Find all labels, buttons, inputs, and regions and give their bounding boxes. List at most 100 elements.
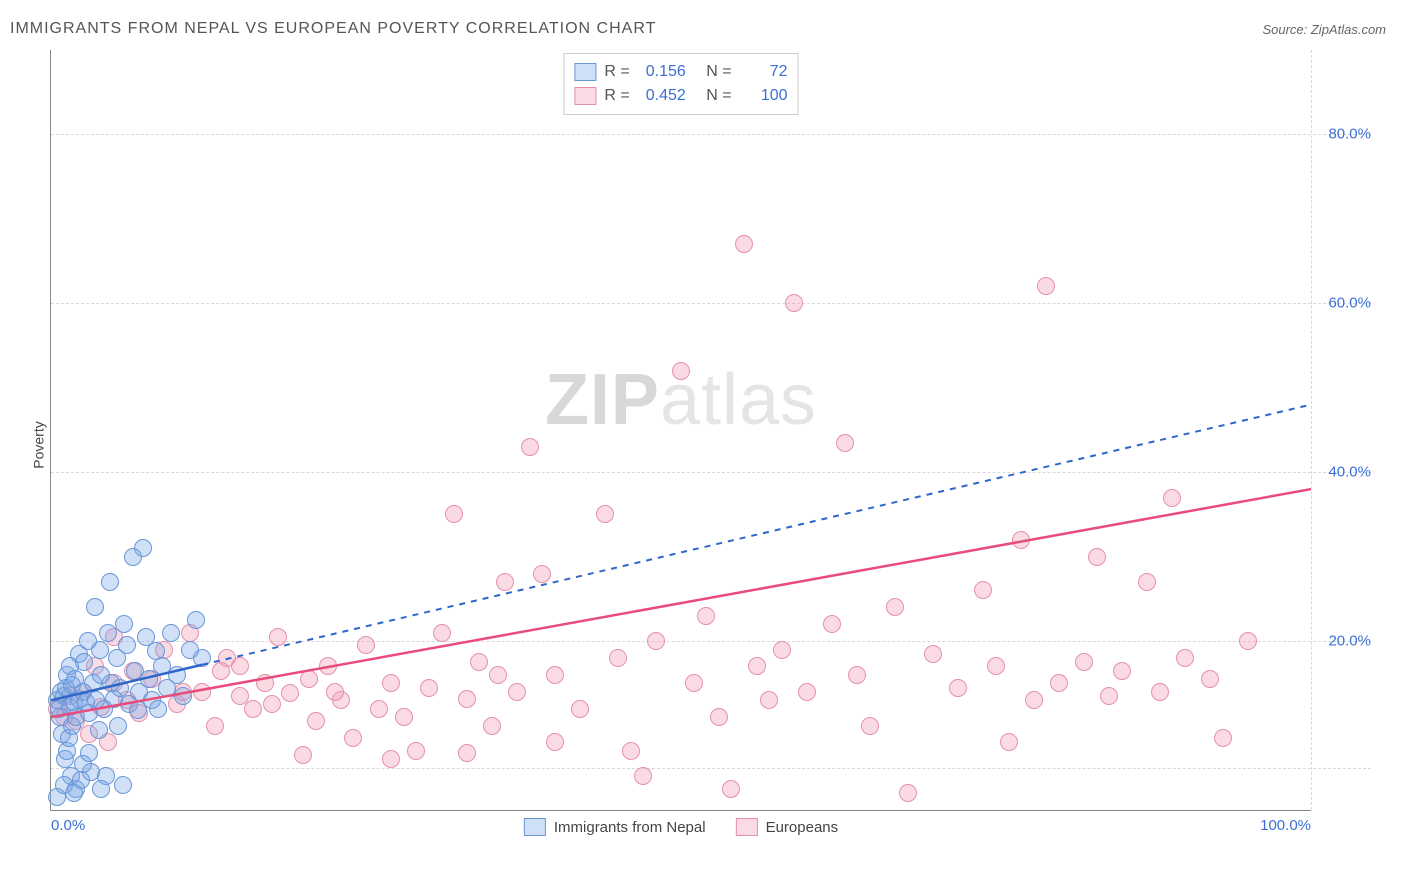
data-point (1012, 531, 1030, 549)
data-point (836, 434, 854, 452)
data-point (263, 695, 281, 713)
data-point (174, 687, 192, 705)
data-point (118, 636, 136, 654)
legend-item-1: Immigrants from Nepal (524, 818, 706, 836)
data-point (785, 294, 803, 312)
data-point (1075, 653, 1093, 671)
data-point (193, 649, 211, 667)
data-point (748, 657, 766, 675)
data-point (1088, 548, 1106, 566)
data-point (319, 657, 337, 675)
data-point (92, 780, 110, 798)
data-point (357, 636, 375, 654)
data-point (445, 505, 463, 523)
legend-swatch-1 (524, 818, 546, 836)
data-point (1000, 733, 1018, 751)
data-point (798, 683, 816, 701)
data-point (458, 690, 476, 708)
data-point (546, 733, 564, 751)
data-point (162, 624, 180, 642)
y-tick-label: 60.0% (1316, 295, 1371, 312)
data-point (433, 624, 451, 642)
legend-label-2: Europeans (766, 819, 839, 836)
gridline-v-right (1311, 50, 1312, 810)
data-point (134, 539, 152, 557)
legend-item-2: Europeans (736, 818, 839, 836)
data-point (634, 767, 652, 785)
stats-legend-box: R = 0.156 N = 72 R = 0.452 N = 100 (563, 53, 798, 115)
data-point (370, 700, 388, 718)
r-value-1: 0.156 (638, 60, 686, 84)
data-point (697, 607, 715, 625)
x-tick-label: 100.0% (1260, 817, 1311, 834)
source-attribution: Source: ZipAtlas.com (1262, 22, 1386, 37)
data-point (848, 666, 866, 684)
data-point (86, 598, 104, 616)
data-point (571, 700, 589, 718)
data-point (470, 653, 488, 671)
data-point (685, 674, 703, 692)
data-point (1025, 691, 1043, 709)
data-point (231, 657, 249, 675)
data-point (1176, 649, 1194, 667)
data-point (496, 573, 514, 591)
data-point (114, 776, 132, 794)
data-point (622, 742, 640, 760)
data-point (521, 438, 539, 456)
n-value-1: 72 (740, 60, 788, 84)
data-point (1239, 632, 1257, 650)
data-point (1163, 489, 1181, 507)
x-tick-label: 0.0% (51, 817, 85, 834)
data-point (109, 717, 127, 735)
chart-frame: Poverty ZIPatlas R = 0.156 N = 72 R = 0.… (50, 50, 1390, 840)
data-point (823, 615, 841, 633)
data-point (206, 717, 224, 735)
data-point (193, 683, 211, 701)
data-point (65, 784, 83, 802)
data-point (735, 235, 753, 253)
data-point (101, 573, 119, 591)
data-point (458, 744, 476, 762)
data-point (546, 666, 564, 684)
data-point (281, 684, 299, 702)
data-point (294, 746, 312, 764)
data-point (1113, 662, 1131, 680)
data-point (924, 645, 942, 663)
data-point (269, 628, 287, 646)
data-point (420, 679, 438, 697)
data-point (949, 679, 967, 697)
data-point (899, 784, 917, 802)
plot-area: ZIPatlas R = 0.156 N = 72 R = 0.452 N = (50, 50, 1311, 811)
data-point (596, 505, 614, 523)
y-tick-label: 40.0% (1316, 464, 1371, 481)
y-tick-label: 20.0% (1316, 633, 1371, 650)
data-point (244, 700, 262, 718)
data-point (1037, 277, 1055, 295)
data-point (722, 780, 740, 798)
data-point (1201, 670, 1219, 688)
gridline-h (51, 472, 1371, 473)
data-point (382, 674, 400, 692)
n-value-2: 100 (740, 84, 788, 108)
gridline-h (51, 768, 1371, 769)
data-point (395, 708, 413, 726)
data-point (115, 615, 133, 633)
stats-row-1: R = 0.156 N = 72 (574, 60, 787, 84)
gridline-h (51, 134, 1371, 135)
data-point (1050, 674, 1068, 692)
data-point (256, 674, 274, 692)
data-point (149, 700, 167, 718)
data-point (111, 679, 129, 697)
data-point (760, 691, 778, 709)
data-point (91, 641, 109, 659)
data-point (99, 624, 117, 642)
data-point (382, 750, 400, 768)
data-point (489, 666, 507, 684)
series-swatch-2 (574, 87, 596, 105)
page-container: IMMIGRANTS FROM NEPAL VS EUROPEAN POVERT… (0, 0, 1406, 892)
data-point (861, 717, 879, 735)
data-point (974, 581, 992, 599)
stats-row-2: R = 0.452 N = 100 (574, 84, 787, 108)
data-point (90, 721, 108, 739)
data-point (710, 708, 728, 726)
